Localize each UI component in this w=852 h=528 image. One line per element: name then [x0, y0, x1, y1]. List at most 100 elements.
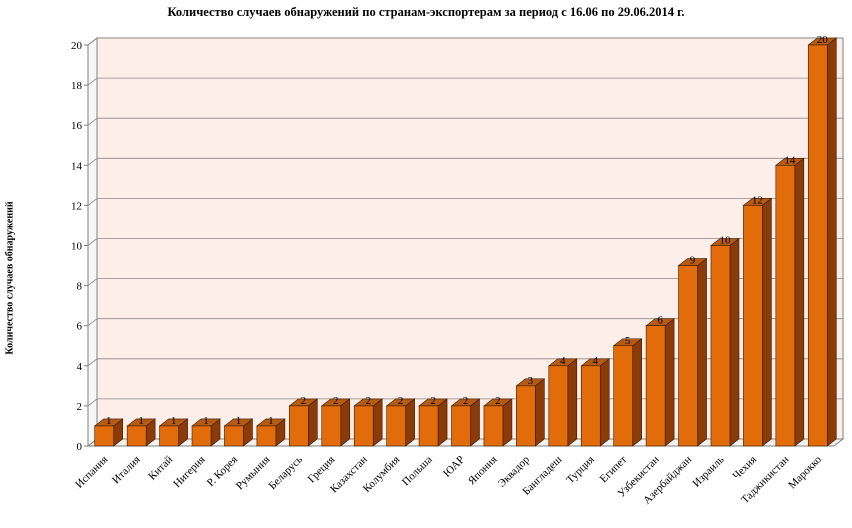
gridline-diagonal: [87, 278, 98, 286]
category-label: ЮАР: [441, 454, 467, 480]
bar: [645, 318, 675, 447]
data-label: 2: [430, 395, 436, 407]
gridline-diagonal: [87, 238, 98, 246]
y-tick-label: 16: [71, 120, 83, 132]
bar-front: [321, 405, 342, 447]
bar-front: [710, 245, 731, 447]
bar-side: [697, 257, 707, 447]
category-label: Турция: [564, 454, 597, 487]
data-label: 1: [171, 415, 177, 427]
y-tick-label: 6: [77, 321, 83, 333]
bar-side: [632, 338, 642, 447]
y-tick-label: 20: [71, 40, 83, 52]
bar-side: [664, 318, 675, 447]
category-label: Израиль: [690, 454, 726, 490]
bar-front: [224, 425, 244, 447]
category-label: Нигерия: [171, 454, 207, 490]
bar-side: [470, 398, 480, 447]
bar-front: [386, 405, 406, 447]
bar: [580, 358, 611, 447]
bar-side: [729, 237, 740, 447]
bar: [158, 418, 189, 447]
bar: [742, 197, 773, 447]
y-tick-label: 10: [71, 241, 83, 253]
bar-side: [826, 37, 837, 447]
bar: [515, 378, 546, 447]
bar: [256, 418, 286, 447]
category-label: Греция: [306, 454, 338, 486]
bar-side: [340, 398, 351, 447]
bar: [320, 398, 351, 447]
bar-front: [483, 405, 504, 447]
gridline-diagonal: [87, 358, 98, 367]
y-tick-label: 12: [71, 200, 82, 212]
bar-side: [794, 157, 805, 447]
category-label: Марокко: [786, 453, 824, 491]
category-label: Чехия: [731, 454, 760, 483]
gridline-diagonal: [87, 398, 98, 407]
y-tick-label: 0: [77, 441, 83, 453]
data-label: 1: [268, 415, 274, 427]
bar-front: [289, 405, 309, 447]
bar-front: [159, 425, 179, 447]
bar-front: [191, 425, 212, 447]
data-label: 10: [719, 235, 731, 247]
bar: [223, 418, 254, 447]
data-label: 2: [398, 395, 404, 407]
bar: [807, 37, 838, 447]
category-label: Египет: [598, 454, 630, 486]
data-label: 1: [236, 415, 242, 427]
bar: [191, 418, 221, 447]
data-label: 1: [138, 415, 144, 427]
data-label: 5: [625, 335, 631, 347]
data-label: 4: [592, 355, 598, 367]
category-label: Китай: [146, 454, 175, 483]
gridline-diagonal: [87, 37, 98, 46]
bar: [126, 418, 157, 447]
gridline-diagonal: [87, 198, 98, 206]
data-label: 14: [784, 154, 796, 166]
bar-front: [353, 405, 374, 447]
bar-front: [807, 44, 828, 447]
bar-front: [678, 265, 698, 447]
data-label: 1: [106, 415, 112, 427]
data-label: 3: [528, 375, 534, 387]
bar-front: [451, 405, 471, 447]
category-label: Италия: [110, 454, 143, 487]
bar: [353, 398, 384, 447]
bar-front: [645, 325, 666, 447]
bar: [93, 418, 124, 447]
bar-side: [599, 358, 610, 447]
data-label: 2: [495, 395, 501, 407]
data-label: 2: [365, 395, 371, 407]
bar-side: [502, 398, 513, 447]
data-label: 1: [203, 415, 209, 427]
bar-side: [762, 197, 772, 447]
category-label: Польша: [400, 454, 435, 489]
data-label: 2: [333, 395, 339, 407]
chart-title: Количество случаев обнаружений по страна…: [167, 5, 685, 19]
gridline-diagonal: [87, 117, 98, 126]
category-label: Япония: [466, 454, 500, 488]
data-label: 9: [690, 255, 696, 267]
bar-front: [548, 365, 569, 447]
bar-side: [405, 398, 415, 447]
bar: [710, 237, 740, 447]
bar: [677, 257, 708, 447]
bar-front: [775, 165, 796, 447]
bar: [612, 338, 643, 447]
data-label: 2: [463, 395, 469, 407]
bar-side: [567, 358, 578, 447]
data-label: 2: [301, 395, 307, 407]
bar-front: [580, 365, 601, 447]
bar: [774, 157, 805, 447]
category-label: Румыния: [234, 454, 273, 493]
y-tick-label: 8: [77, 281, 83, 293]
bar-side: [535, 378, 545, 447]
bar-front: [743, 205, 763, 447]
data-label: 12: [752, 194, 763, 206]
bar-front: [126, 425, 147, 447]
data-label: 20: [817, 34, 829, 46]
gridline-diagonal: [87, 77, 98, 86]
